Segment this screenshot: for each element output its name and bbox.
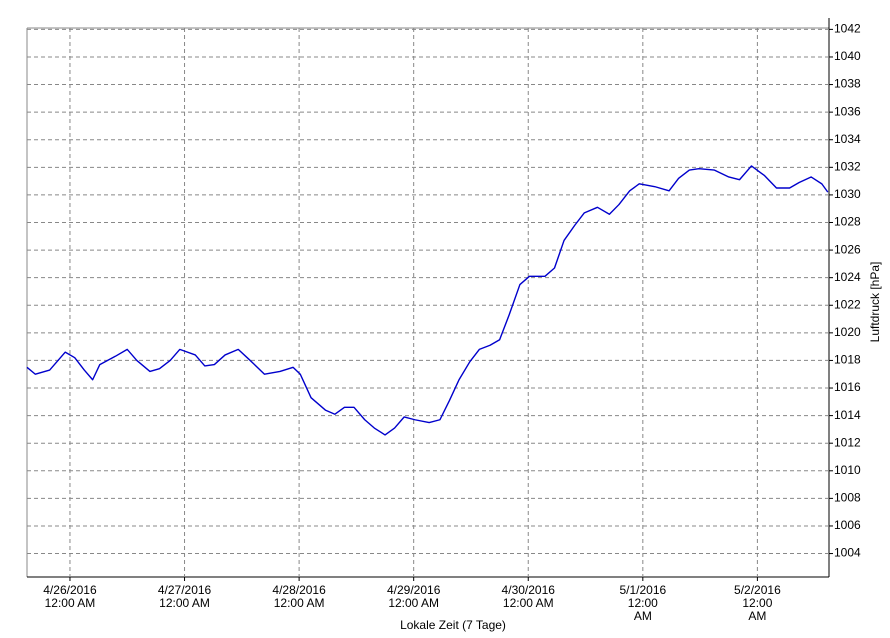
y-tick-label: 1032 [834,159,861,173]
y-tick-label: 1042 [834,22,861,36]
y-tick-label: 1024 [834,270,861,284]
y-tick-label: 1018 [834,353,861,367]
y-tick-label: 1026 [834,242,861,256]
x-tick-label: 5/2/2016 12:00 AM [734,583,781,623]
y-tick-label: 1040 [834,49,861,63]
y-tick-label: 1012 [834,435,861,449]
y-tick-label: 1020 [834,325,861,339]
x-tick-label: 5/1/2016 12:00 AM [619,583,667,623]
y-tick-label: 1034 [834,132,861,146]
y-tick-label: 1008 [834,491,861,505]
y-tick-label: 1014 [834,408,861,422]
y-tick-label: 1004 [834,546,861,560]
x-tick-label: 4/26/2016 12:00 AM [43,583,97,610]
x-axis-title: Lokale Zeit (7 Tage) [400,618,506,632]
x-tick-label: 4/28/2016 12:00 AM [272,583,326,610]
y-tick-label: 1006 [834,518,861,532]
data-line [26,165,829,436]
x-tick-label: 4/27/2016 12:00 AM [157,583,212,610]
y-tick-label: 1016 [834,380,861,394]
y-tick-label: 1022 [834,297,861,311]
y-tick-label: 1038 [834,77,861,91]
y-axis-title: Luftdruck [hPa] [868,262,882,343]
x-tick-label: 4/30/2016 12:00 AM [501,583,555,610]
x-tick-label: 4/29/2016 12:00 AM [386,583,441,610]
y-tick-label: 1036 [834,104,861,118]
y-tick-label: 1010 [834,463,861,477]
y-tick-label: 1030 [834,187,861,201]
y-tick-label: 1028 [834,215,861,229]
